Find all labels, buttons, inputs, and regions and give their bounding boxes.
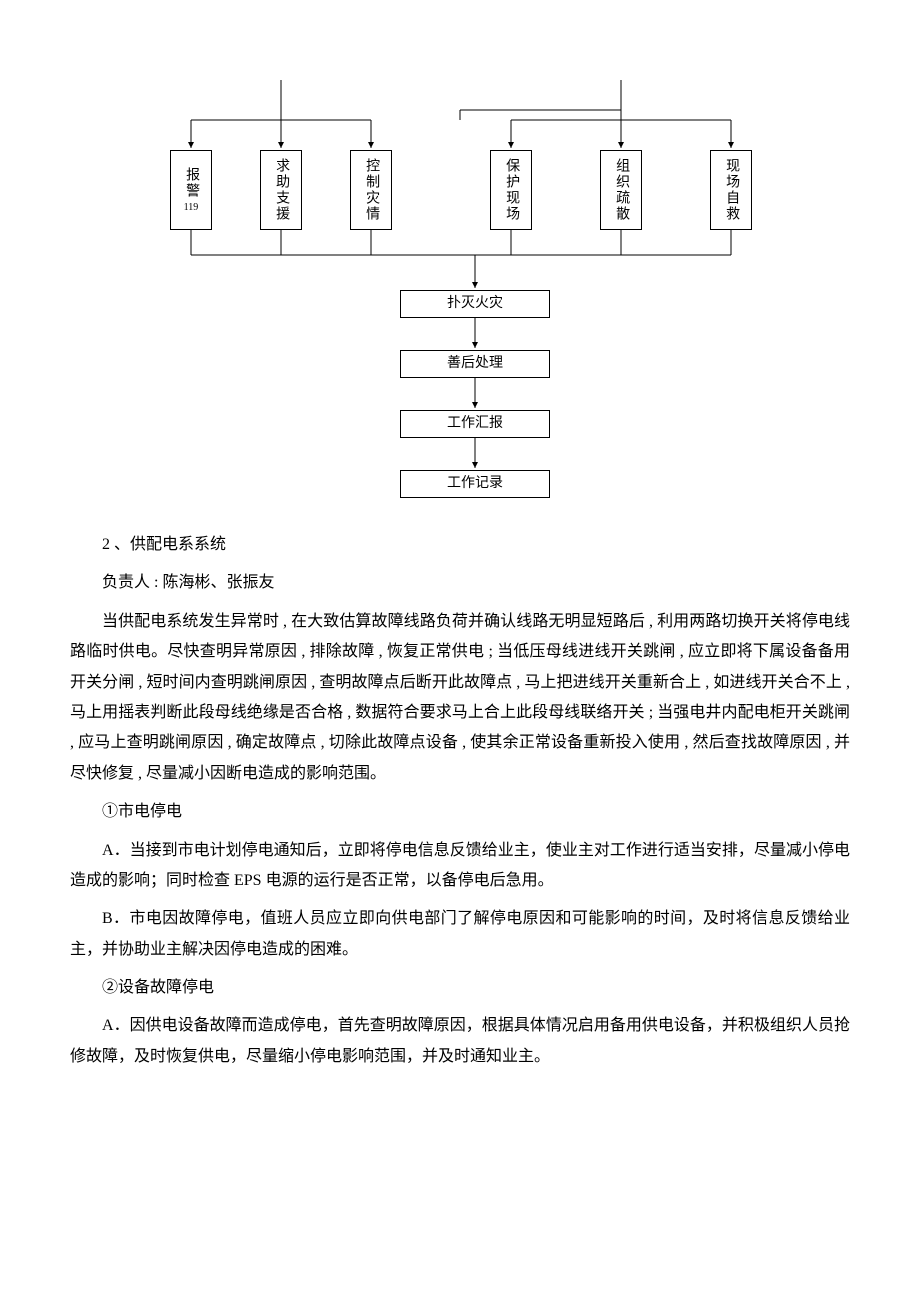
node-label: 现场自救 (722, 158, 740, 222)
item1-title: ①市电停电 (70, 797, 850, 827)
main-paragraph: 当供配电系统发生异常时 , 在大致估算故障线路负荷并确认线路无明显短路后 , 利… (70, 607, 850, 789)
node-label: 工作记录 (447, 475, 503, 493)
node-help: 求助支援 (260, 150, 302, 230)
node-alarm: 报警 119 (170, 150, 212, 230)
node-label: 报警 (182, 167, 200, 199)
node-label: 工作汇报 (447, 415, 503, 433)
node-label: 控制灾情 (362, 158, 380, 222)
node-aftermath: 善后处理 (400, 350, 550, 378)
node-evacuate: 组织疏散 (600, 150, 642, 230)
item2-title: ②设备故障停电 (70, 973, 850, 1003)
section-2-title: 2 、供配电系系统 (70, 530, 850, 560)
item1-b: B．市电因故障停电，值班人员应立即向供电部门了解停电原因和可能影响的时间，及时将… (70, 904, 850, 965)
node-selfhelp: 现场自救 (710, 150, 752, 230)
node-control: 控制灾情 (350, 150, 392, 230)
node-label: 组织疏散 (612, 158, 630, 222)
node-sublabel: 119 (184, 201, 199, 214)
node-label: 求助支援 (272, 158, 290, 222)
node-label: 善后处理 (447, 355, 503, 373)
node-report: 工作汇报 (400, 410, 550, 438)
node-label: 扑灭火灾 (447, 295, 503, 313)
node-record: 工作记录 (400, 470, 550, 498)
item1-a: A．当接到市电计划停电通知后，立即将停电信息反馈给业主，使业主对工作进行适当安排… (70, 836, 850, 897)
item2-a: A．因供电设备故障而造成停电，首先查明故障原因，根据具体情况启用备用供电设备，并… (70, 1011, 850, 1072)
node-label: 保护现场 (502, 158, 520, 222)
responsible-line: 负责人 : 陈海彬、张振友 (70, 568, 850, 598)
node-protect: 保护现场 (490, 150, 532, 230)
node-extinguish: 扑灭火灾 (400, 290, 550, 318)
flowchart-container: 报警 119 求助支援 控制灾情 保护现场 组织疏散 现场自救 扑灭火灾 善后处… (140, 80, 780, 510)
